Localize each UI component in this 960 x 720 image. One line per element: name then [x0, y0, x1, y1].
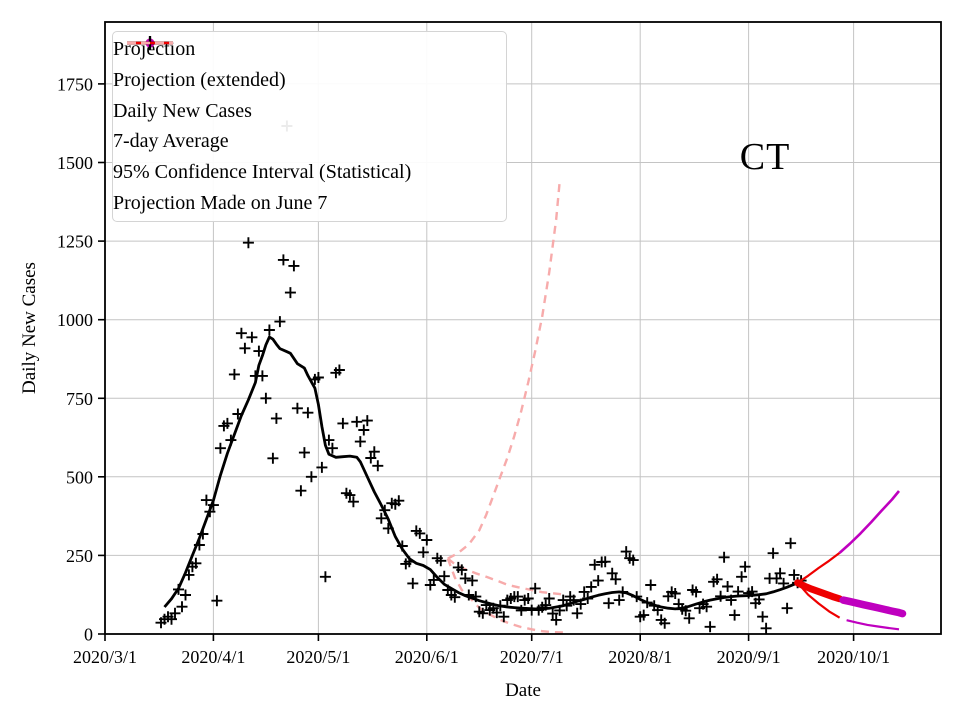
x-tick-label: 2020/7/1	[500, 647, 564, 667]
projection-extended-line	[839, 596, 907, 618]
y-tick-label: 1500	[57, 153, 93, 173]
legend-item: Daily New Cases	[113, 36, 506, 126]
legend-label: Daily New Cases	[113, 99, 252, 122]
95-ci-lower-extended-line	[846, 619, 900, 631]
projection-line	[794, 579, 844, 603]
legend-item: 7-day Average	[113, 41, 506, 157]
legend-item: Projection Made on June 7	[113, 41, 506, 219]
legend-label: 95% Confidence Interval (Statistical)	[113, 161, 412, 184]
7-day-average-line	[163, 335, 799, 611]
y-tick-label: 1750	[57, 74, 93, 94]
plot-border	[104, 21, 942, 635]
y-tick-label: 750	[66, 389, 93, 409]
legend-item: Projection (extended)	[113, 38, 506, 95]
x-tick-label: 2020/6/1	[395, 647, 459, 667]
y-tick-label: 0	[84, 625, 93, 645]
y-tick-label: 500	[66, 467, 93, 487]
legend-label: Projection (extended)	[113, 68, 286, 91]
legend: Projection Projection (extended) Daily New…	[112, 31, 507, 222]
x-tick-label: 2020/3/1	[73, 647, 137, 667]
95-ci-upper-extended-line	[838, 490, 901, 554]
legend-label: 7-day Average	[113, 130, 229, 153]
y-axis-title: Daily New Cases	[19, 262, 40, 394]
x-tick-label: 2020/9/1	[717, 647, 781, 667]
legend-item: 95% Confidence Interval (Statistical)	[113, 41, 506, 188]
y-tick-label: 250	[66, 546, 93, 566]
x-axis-title: Date	[505, 680, 541, 701]
95-ci-upper-statistical-line	[796, 552, 841, 584]
projection-june-7-lower-ci-line	[446, 558, 564, 634]
y-tick-label: 1000	[57, 310, 93, 330]
x-tick-label: 2020/4/1	[181, 647, 245, 667]
x-tick-label: 2020/8/1	[608, 647, 672, 667]
projection-made-on-june-7-legend-marker	[127, 41, 173, 45]
95-ci-lower-statistical-line	[796, 582, 841, 619]
legend-label: Projection Made on June 7	[113, 192, 328, 215]
projection-june-7-upper-ci-line	[447, 181, 561, 560]
y-tick-label: 1250	[57, 232, 93, 252]
state-label: CT	[739, 136, 791, 178]
x-tick-label: 2020/10/1	[817, 647, 890, 667]
x-tick-label: 2020/5/1	[286, 647, 350, 667]
